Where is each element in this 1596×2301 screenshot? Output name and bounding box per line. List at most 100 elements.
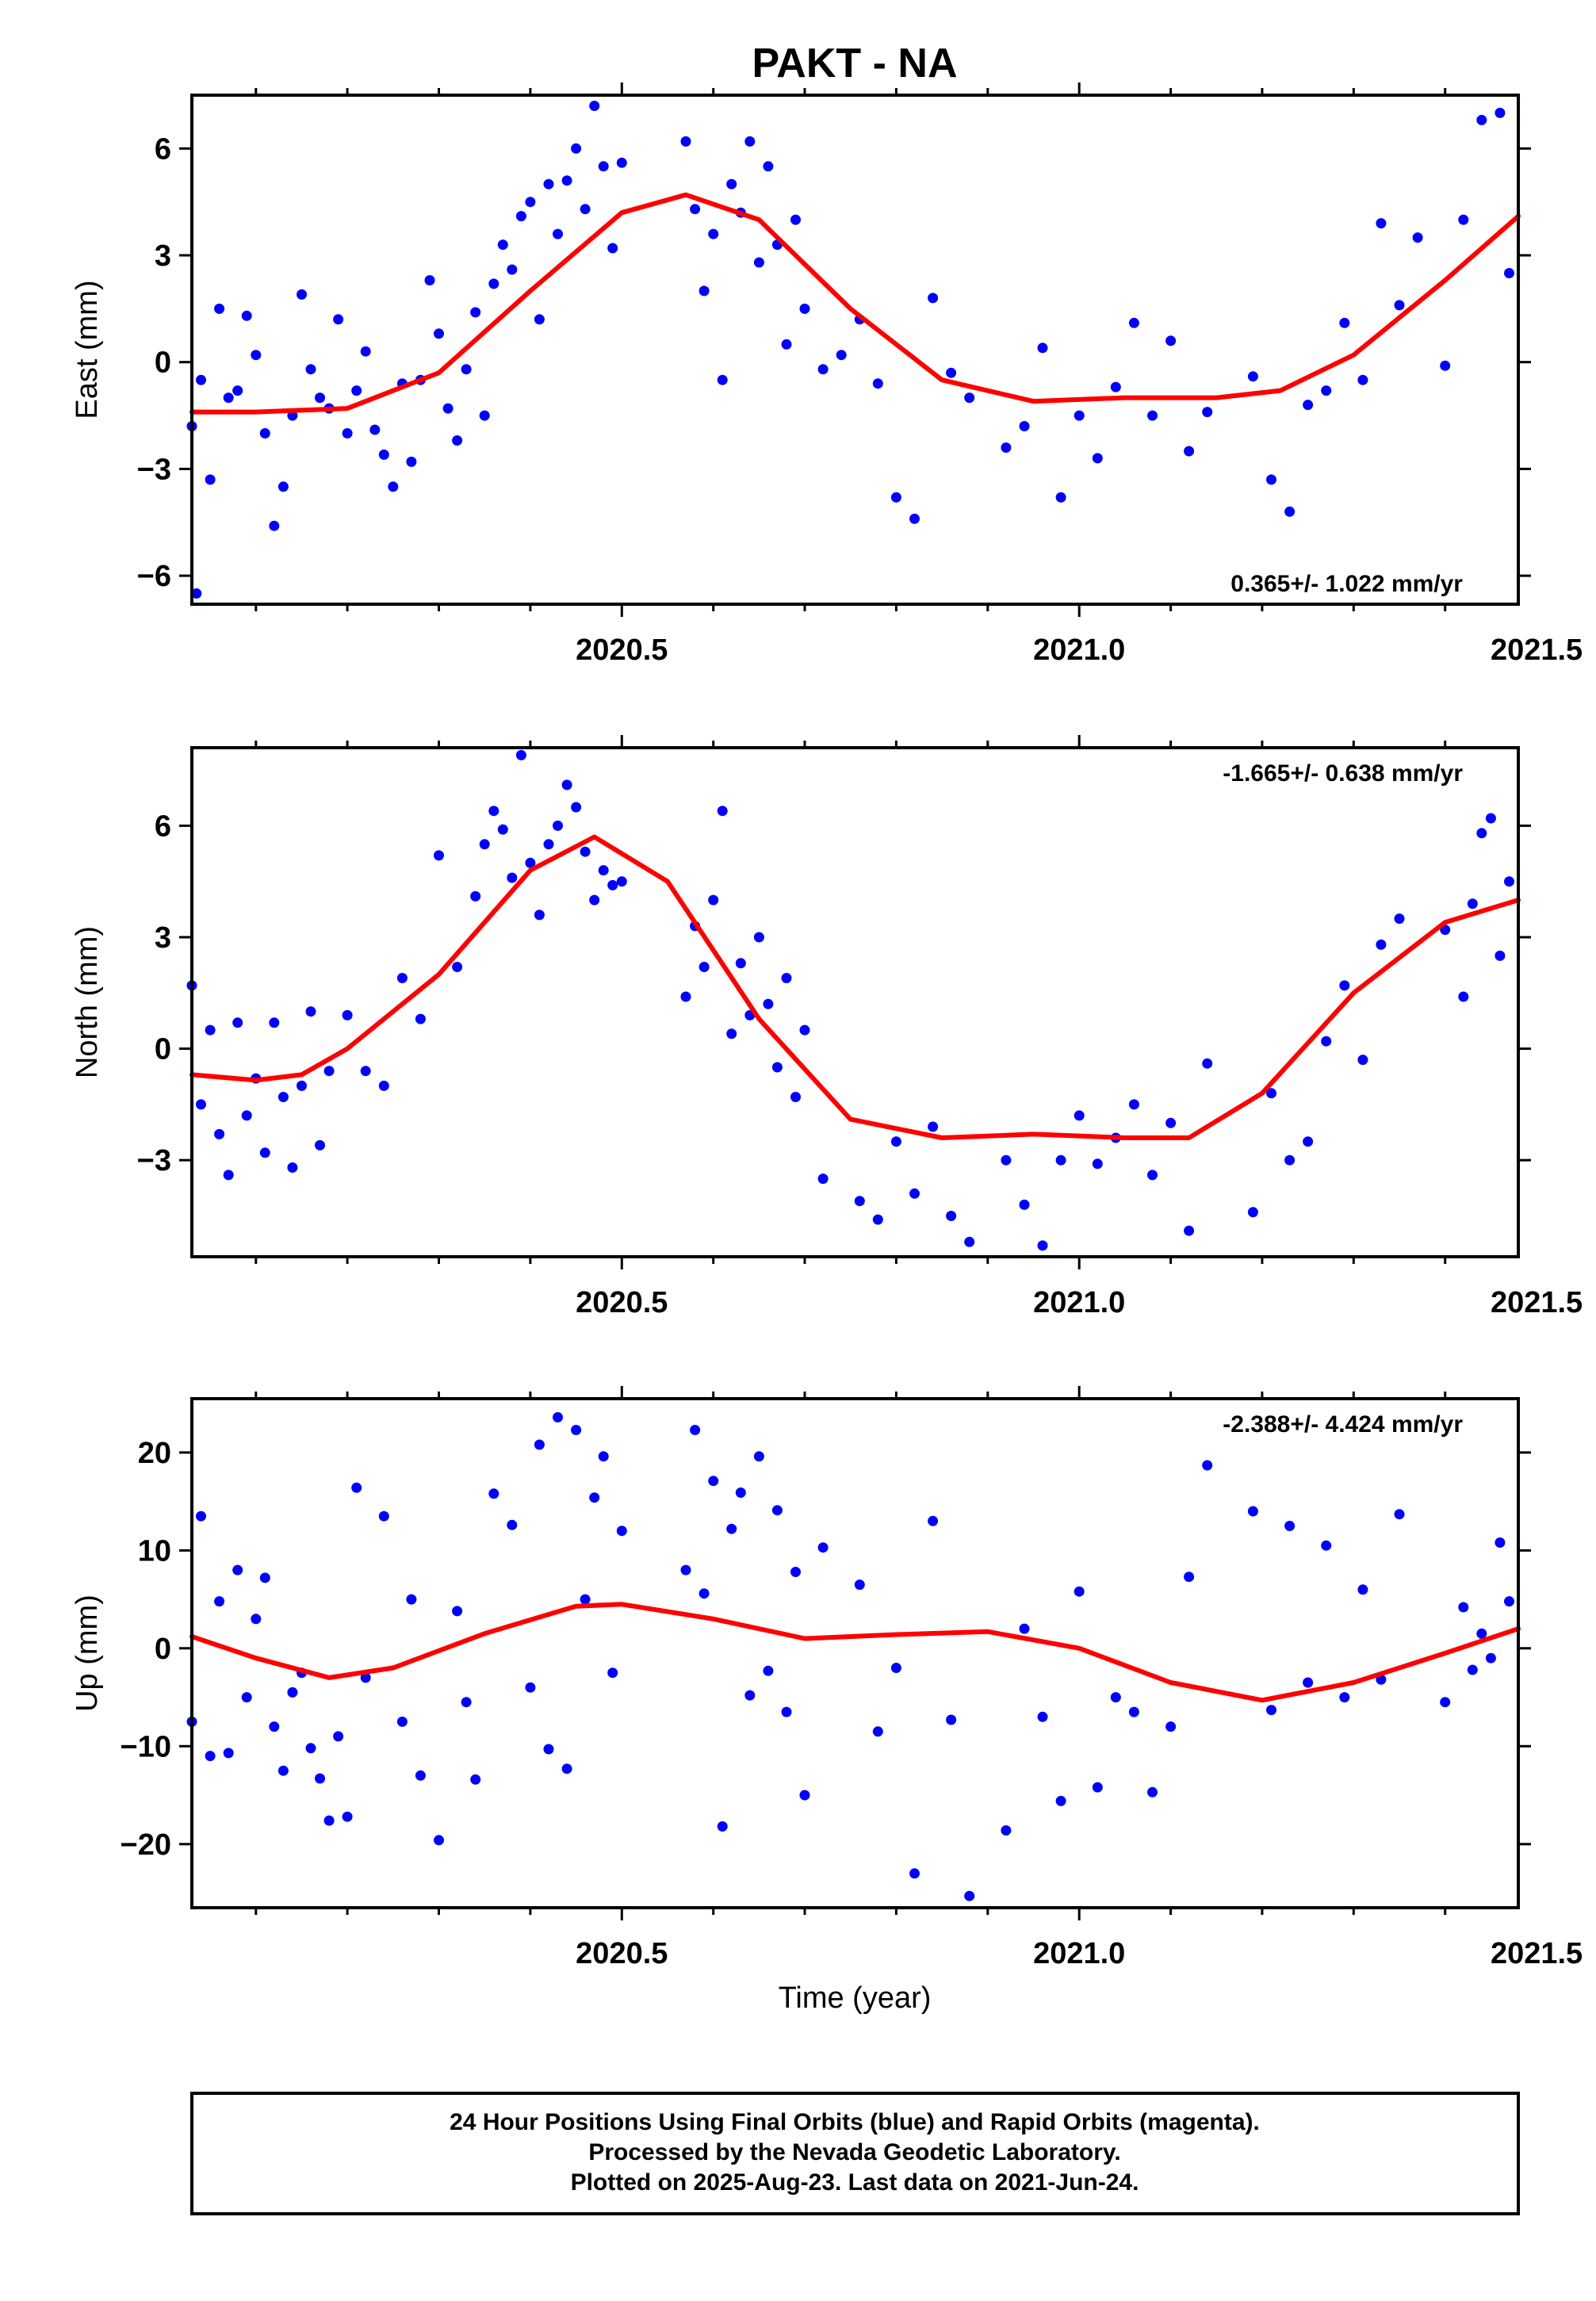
- east-data-point: [781, 339, 792, 350]
- east-data-point: [1019, 421, 1030, 431]
- east-data-point: [1184, 446, 1195, 457]
- east-data-point: [817, 364, 829, 375]
- up-data-point: [1128, 1706, 1139, 1717]
- up-data-point: [598, 1451, 609, 1462]
- north-data-point: [525, 857, 536, 868]
- up-y-tick-label: 10: [138, 1534, 171, 1568]
- east-data-point: [836, 350, 847, 361]
- east-rate-label: 0.365+/- 1.022 mm/yr: [1230, 571, 1463, 597]
- north-y-tick-label: −3: [137, 1144, 171, 1177]
- east-points: [186, 101, 1514, 599]
- up-data-point: [890, 1663, 901, 1673]
- east-data-point: [269, 520, 280, 531]
- up-data-point: [607, 1667, 618, 1679]
- up-data-point: [799, 1790, 810, 1801]
- east-data-point: [744, 136, 756, 147]
- east-data-point: [928, 293, 939, 304]
- north-y-tick-label: 0: [155, 1033, 171, 1066]
- up-data-point: [872, 1726, 883, 1737]
- up-data-point: [1055, 1795, 1066, 1806]
- east-data-point: [1412, 232, 1423, 243]
- north-data-point: [1019, 1199, 1030, 1210]
- east-data-point: [726, 178, 737, 190]
- up-data-point: [1037, 1711, 1048, 1722]
- footer-line-1: 24 Hour Positions Using Final Orbits (bl…: [450, 2109, 1260, 2135]
- north-panel: 2020.5 2021.0 2021.5 −3 0 3 6 North (mm) -1.665+…: [71, 735, 1583, 1319]
- east-data-point: [479, 410, 490, 421]
- east-y-tick-label: −3: [137, 453, 171, 486]
- east-data-point: [580, 204, 591, 215]
- east-fit-curve: [189, 192, 1521, 415]
- up-data-point: [543, 1744, 554, 1755]
- east-data-point: [708, 228, 719, 239]
- east-data-point: [259, 428, 270, 438]
- north-data-point: [1321, 1036, 1332, 1047]
- east-data-point: [1092, 453, 1103, 464]
- up-rate-label: -2.388+/- 4.424 mm/yr: [1223, 1411, 1463, 1438]
- east-data-point: [369, 424, 381, 435]
- up-fit-curve: [189, 1602, 1521, 1703]
- east-data-point: [196, 374, 206, 385]
- east-data-point: [561, 175, 572, 186]
- east-data-point: [1266, 474, 1276, 485]
- east-data-point: [424, 275, 435, 285]
- east-data-point: [1303, 400, 1314, 411]
- up-data-point: [698, 1588, 710, 1599]
- north-data-point: [196, 1099, 206, 1110]
- east-y-tick-label: −6: [137, 560, 171, 593]
- north-data-point: [543, 839, 554, 850]
- north-data-point: [259, 1147, 270, 1158]
- north-data-point: [598, 865, 609, 876]
- east-data-point: [1376, 218, 1387, 229]
- east-data-point: [909, 513, 920, 524]
- up-data-point: [251, 1614, 262, 1625]
- east-data-point: [434, 328, 444, 339]
- north-data-point: [1339, 980, 1350, 991]
- north-data-point: [1184, 1225, 1195, 1236]
- north-data-point: [1476, 828, 1487, 839]
- east-data-point: [406, 456, 417, 467]
- east-data-point: [1001, 442, 1012, 453]
- north-points: [186, 749, 1514, 1251]
- east-data-point: [946, 367, 957, 378]
- north-x-tick-label: 2021.5: [1491, 1286, 1583, 1319]
- east-data-point: [1110, 381, 1121, 392]
- north-data-point: [214, 1128, 225, 1139]
- up-data-point: [434, 1835, 444, 1846]
- north-fit-curve: [189, 834, 1521, 1140]
- up-data-point: [928, 1515, 939, 1526]
- east-data-point: [589, 101, 600, 111]
- up-data-point: [1504, 1596, 1514, 1607]
- north-data-point: [1266, 1088, 1276, 1099]
- east-data-point: [1495, 107, 1506, 118]
- north-data-point: [1202, 1058, 1213, 1069]
- up-data-point: [333, 1731, 344, 1742]
- north-data-point: [753, 932, 764, 943]
- east-data-point: [690, 204, 701, 215]
- east-data-point: [342, 428, 353, 438]
- east-x-tick-label: 2021.5: [1491, 634, 1583, 667]
- up-data-point: [1001, 1825, 1012, 1836]
- east-plot-frame: [190, 94, 1520, 606]
- east-data-point: [698, 285, 710, 297]
- north-data-point: [223, 1170, 234, 1181]
- chart-title: PAKT - NA: [752, 40, 957, 86]
- north-data-point: [269, 1017, 280, 1028]
- up-data-point: [1394, 1509, 1405, 1520]
- north-data-point: [771, 1062, 783, 1073]
- east-data-point: [763, 161, 774, 172]
- north-data-point: [1001, 1154, 1012, 1166]
- up-y-tick-label: −10: [121, 1730, 171, 1763]
- north-data-point: [1357, 1055, 1368, 1066]
- north-data-point: [277, 1092, 289, 1102]
- up-data-point: [259, 1572, 270, 1583]
- north-data-point: [1504, 876, 1514, 887]
- east-data-point: [214, 303, 225, 314]
- north-data-point: [1458, 991, 1469, 1002]
- north-data-point: [553, 820, 563, 831]
- north-data-point: [708, 894, 719, 905]
- up-data-point: [744, 1690, 756, 1701]
- up-y-tick-label: 20: [138, 1437, 171, 1470]
- up-data-point: [571, 1425, 582, 1435]
- north-data-point: [854, 1196, 865, 1207]
